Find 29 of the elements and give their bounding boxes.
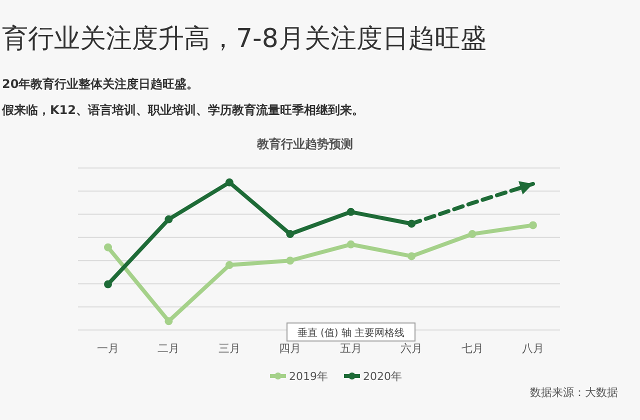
text: 教育行业趋势预测 — [256, 137, 353, 151]
point — [346, 240, 355, 248]
x-tick-label: 一月 — [97, 342, 119, 355]
point — [408, 252, 416, 260]
point — [286, 230, 294, 238]
x-tick-label: 三月 — [218, 342, 240, 355]
x-tick-label: 四月 — [279, 342, 302, 355]
x-tick-label: 五月 — [340, 342, 362, 355]
x-tick-label: 二月 — [158, 342, 180, 355]
point — [225, 178, 234, 186]
x-tick-label: 六月 — [400, 342, 423, 355]
text: 假来临，K12、语言培训、职业培训、学历教育流量旺季相继到来。 — [1, 103, 364, 117]
annotation: 垂直 (值) 轴 主要网格线 — [297, 327, 405, 339]
point — [286, 256, 294, 265]
chart-title: 育行业关注度升高，7-8月关注度日趋旺盛 — [2, 24, 486, 54]
x-tick-label: 七月 — [461, 342, 484, 355]
point — [104, 243, 112, 252]
point — [346, 208, 355, 216]
legend-label: 2019年 — [289, 370, 328, 383]
point — [164, 317, 173, 326]
point — [468, 230, 476, 238]
source-note: 数据来源：大数据 — [530, 386, 618, 399]
point — [104, 280, 112, 288]
chart-subtitle: 20年教育行业整体关注度日趋旺盛。 — [2, 77, 199, 91]
legend-label: 2020年 — [363, 370, 402, 383]
x-tick-label: 八月 — [522, 342, 544, 355]
point — [529, 221, 537, 230]
point — [225, 261, 234, 270]
point — [164, 215, 173, 224]
